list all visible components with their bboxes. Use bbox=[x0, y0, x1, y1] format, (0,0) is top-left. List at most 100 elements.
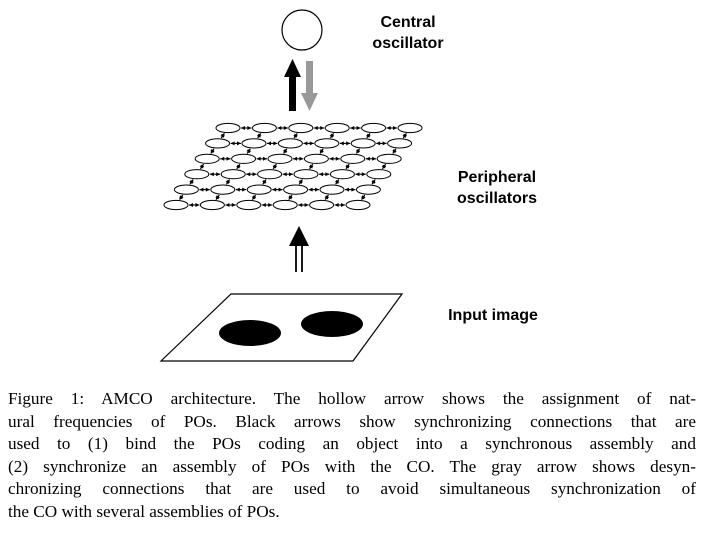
central-label-line1: Central bbox=[380, 14, 436, 31]
synchronizing-arrow-up bbox=[284, 59, 301, 111]
horizontal-connection-head bbox=[205, 187, 210, 192]
horizontal-connection-head bbox=[261, 203, 266, 207]
horizontal-connection-head bbox=[351, 187, 356, 192]
diagonal-connection-head bbox=[366, 133, 371, 139]
horizontal-connection-head bbox=[315, 187, 319, 192]
horizontal-connection-head bbox=[339, 141, 344, 146]
peripheral-oscillator-node bbox=[293, 169, 319, 180]
diagonal-connection-head bbox=[361, 195, 366, 200]
horizontal-connection-head bbox=[319, 172, 323, 177]
horizontal-connection-head bbox=[308, 187, 313, 192]
peripheral-oscillator-node bbox=[163, 199, 189, 211]
horizontal-connection-head bbox=[376, 141, 381, 146]
peripheral-oscillator-node bbox=[173, 184, 199, 195]
peripheral-oscillator-node bbox=[267, 153, 293, 164]
horizontal-connection-head bbox=[263, 156, 267, 161]
horizontal-connection-head bbox=[309, 141, 314, 146]
peripheral-oscillator-node bbox=[288, 122, 314, 134]
diagonal-connection-head bbox=[257, 133, 262, 139]
peripheral-oscillator-node bbox=[236, 199, 262, 211]
input-image-label: Input image bbox=[428, 305, 558, 326]
diagonal-connection-head bbox=[252, 195, 257, 200]
central-oscillator-circle bbox=[281, 9, 323, 51]
horizontal-connection-head bbox=[195, 203, 200, 207]
horizontal-connection-head bbox=[273, 141, 278, 146]
diagonal-connection-head bbox=[273, 164, 278, 169]
horizontal-connection-head bbox=[350, 126, 355, 130]
peripheral-oscillator-node bbox=[345, 199, 371, 211]
diagonal-connection-head bbox=[403, 133, 408, 139]
diagonal-connection-head bbox=[200, 164, 205, 169]
horizontal-connection-head bbox=[293, 156, 297, 161]
diagonal-connection-head bbox=[293, 133, 298, 139]
hollow-input-arrow bbox=[289, 226, 309, 272]
peripheral-oscillator-node bbox=[361, 122, 387, 134]
peripheral-oscillator-node bbox=[257, 169, 283, 180]
horizontal-connection-head bbox=[231, 203, 236, 207]
horizontal-connection-head bbox=[246, 172, 251, 177]
horizontal-connection-head bbox=[361, 172, 366, 177]
horizontal-connection-head bbox=[225, 203, 230, 207]
peripheral-oscillator-node bbox=[324, 122, 350, 134]
horizontal-connection-head bbox=[320, 126, 325, 130]
horizontal-connection-head bbox=[393, 126, 397, 130]
diagonal-connection-head bbox=[382, 164, 387, 169]
horizontal-connection-head bbox=[189, 203, 193, 207]
horizontal-connection-head bbox=[341, 203, 345, 207]
horizontal-connection-head bbox=[334, 203, 339, 207]
horizontal-connection-head bbox=[386, 126, 391, 130]
diagonal-connection-head bbox=[179, 195, 184, 200]
peripheral-oscillator-node bbox=[314, 138, 340, 149]
horizontal-connection-head bbox=[382, 141, 387, 146]
central-oscillator-label: Central oscillator bbox=[352, 12, 464, 54]
figure-caption: Figure 1: AMCO architecture. The hollow … bbox=[8, 388, 696, 523]
horizontal-connection-head bbox=[372, 156, 377, 161]
caption-line: ural frequencies of POs. Black arrows sh… bbox=[8, 411, 696, 431]
horizontal-connection-head bbox=[247, 126, 252, 130]
peripheral-oscillator-node bbox=[231, 153, 257, 164]
diagonal-connection-head bbox=[330, 133, 335, 139]
horizontal-connection-head bbox=[278, 187, 283, 192]
horizontal-connection-head bbox=[230, 141, 235, 146]
horizontal-connection-head bbox=[299, 156, 304, 161]
diagonal-connection-head bbox=[210, 149, 215, 154]
desynchronizing-arrow-down bbox=[301, 61, 318, 111]
horizontal-connection-head bbox=[283, 126, 288, 130]
peripheral-oscillator-node bbox=[215, 122, 241, 134]
horizontal-connection-head bbox=[329, 156, 334, 161]
peripheral-label-line1: Peripheral bbox=[457, 169, 537, 186]
amco-diagram bbox=[159, 9, 423, 362]
horizontal-connection-head bbox=[325, 172, 330, 177]
diagonal-connection-head bbox=[236, 164, 241, 169]
peripheral-oscillator-node bbox=[387, 138, 413, 149]
peripheral-oscillator-node bbox=[205, 138, 231, 149]
horizontal-connection-head bbox=[256, 156, 261, 161]
horizontal-connection-head bbox=[235, 187, 240, 192]
horizontal-connection-head bbox=[268, 203, 273, 207]
diagonal-connection-head bbox=[319, 149, 324, 154]
diagonal-connection-head bbox=[262, 179, 267, 185]
horizontal-connection-head bbox=[289, 172, 293, 177]
horizontal-connection-head bbox=[241, 126, 245, 130]
horizontal-connection-head bbox=[298, 203, 303, 207]
input-blob-left bbox=[219, 320, 281, 346]
horizontal-connection-head bbox=[277, 126, 282, 130]
peripheral-oscillator-node bbox=[283, 184, 309, 195]
horizontal-connection-head bbox=[272, 187, 277, 192]
input-label-text: Input image bbox=[448, 307, 538, 324]
diagonal-connection-head bbox=[247, 149, 252, 154]
diagonal-connection-head bbox=[288, 195, 293, 200]
horizontal-connection-head bbox=[365, 156, 370, 161]
diagonal-connection-head bbox=[335, 179, 340, 185]
peripheral-oscillator-node bbox=[194, 153, 220, 164]
horizontal-connection-head bbox=[226, 156, 231, 161]
caption-line: chronizing connections that are used to … bbox=[8, 479, 696, 498]
peripheral-oscillator-node bbox=[277, 138, 303, 149]
peripheral-oscillator-node bbox=[199, 199, 225, 211]
peripheral-oscillator-node bbox=[319, 184, 345, 195]
peripheral-oscillators-label: Peripheral oscillators bbox=[432, 167, 562, 209]
diagonal-connection-head bbox=[309, 164, 314, 169]
diagonal-connection-head bbox=[371, 179, 376, 185]
horizontal-connection-head bbox=[209, 172, 214, 177]
peripheral-oscillator-node bbox=[210, 184, 236, 195]
